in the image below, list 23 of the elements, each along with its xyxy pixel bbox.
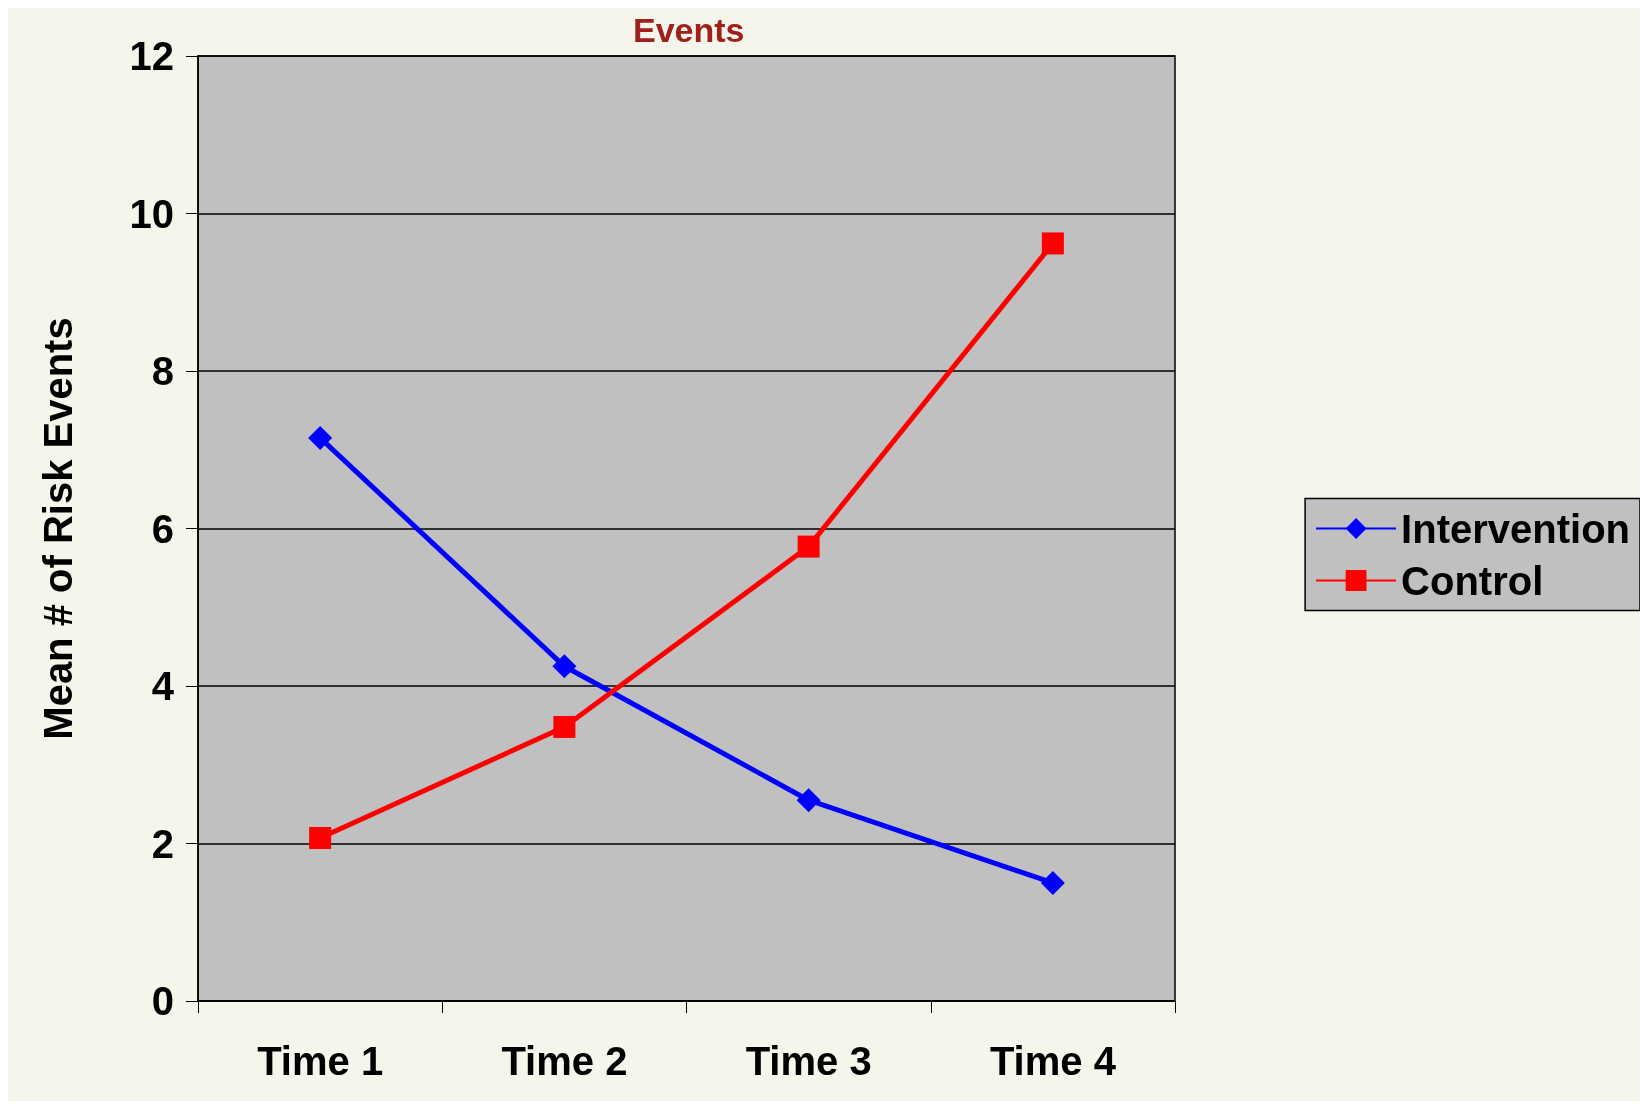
point: [553, 715, 576, 738]
legend-label: Intervention: [1401, 506, 1630, 551]
legend-label: Control: [1401, 558, 1544, 603]
point: [1040, 870, 1065, 895]
y-tick-label: 0: [151, 979, 174, 1023]
x-tick-label: Time 4: [989, 1039, 1117, 1083]
y-tick-label: 2: [151, 821, 174, 866]
y-tick-label: 4: [151, 664, 175, 708]
y-axis-title: Mean # of Risk Events: [36, 317, 80, 740]
y-tick-label: 12: [129, 34, 174, 78]
y-tick-label: 8: [151, 349, 174, 393]
point: [308, 425, 333, 450]
point: [1041, 232, 1064, 255]
y-tick-label: 6: [151, 506, 174, 551]
x-tick-label: Time 1: [257, 1039, 384, 1083]
y-tick-label: 10: [129, 191, 174, 236]
x-tick-label: Time 2: [501, 1039, 628, 1083]
chart-title: Events: [633, 11, 745, 49]
x-tick-label: Time 3: [745, 1039, 872, 1083]
point: [552, 654, 577, 679]
point: [796, 788, 821, 813]
point: [797, 535, 820, 558]
point: [309, 826, 332, 849]
